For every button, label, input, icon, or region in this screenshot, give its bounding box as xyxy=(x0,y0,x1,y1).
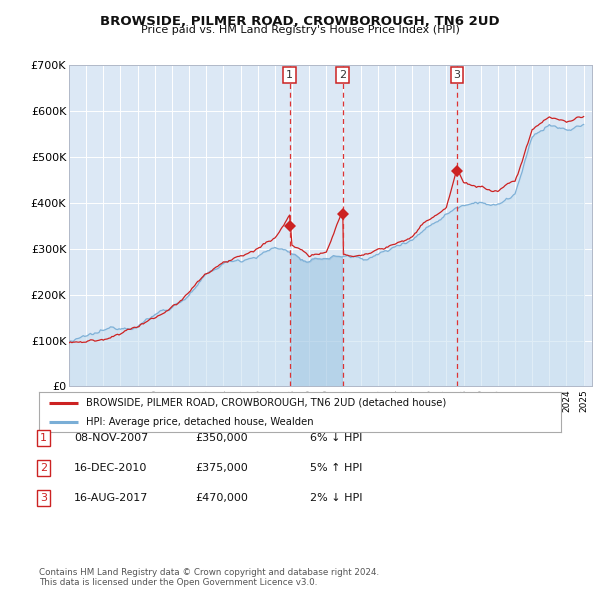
Text: 16-AUG-2017: 16-AUG-2017 xyxy=(74,493,148,503)
Text: £470,000: £470,000 xyxy=(196,493,248,503)
Text: Price paid vs. HM Land Registry's House Price Index (HPI): Price paid vs. HM Land Registry's House … xyxy=(140,25,460,35)
Text: £350,000: £350,000 xyxy=(196,433,248,442)
Text: Contains HM Land Registry data © Crown copyright and database right 2024.
This d: Contains HM Land Registry data © Crown c… xyxy=(39,568,379,587)
Text: BROWSIDE, PILMER ROAD, CROWBOROUGH, TN6 2UD (detached house): BROWSIDE, PILMER ROAD, CROWBOROUGH, TN6 … xyxy=(86,398,446,408)
Text: 16-DEC-2010: 16-DEC-2010 xyxy=(74,463,148,473)
Text: 2: 2 xyxy=(40,463,47,473)
Text: 08-NOV-2007: 08-NOV-2007 xyxy=(74,433,148,442)
Text: HPI: Average price, detached house, Wealden: HPI: Average price, detached house, Weal… xyxy=(86,417,314,427)
Text: 5% ↑ HPI: 5% ↑ HPI xyxy=(310,463,362,473)
Text: BROWSIDE, PILMER ROAD, CROWBOROUGH, TN6 2UD: BROWSIDE, PILMER ROAD, CROWBOROUGH, TN6 … xyxy=(100,15,500,28)
Text: £375,000: £375,000 xyxy=(196,463,248,473)
Text: 2% ↓ HPI: 2% ↓ HPI xyxy=(310,493,362,503)
Text: 2: 2 xyxy=(339,70,346,80)
Text: 1: 1 xyxy=(40,433,47,442)
Text: 3: 3 xyxy=(454,70,461,80)
Text: 6% ↓ HPI: 6% ↓ HPI xyxy=(310,433,362,442)
Text: 1: 1 xyxy=(286,70,293,80)
Text: 3: 3 xyxy=(40,493,47,503)
